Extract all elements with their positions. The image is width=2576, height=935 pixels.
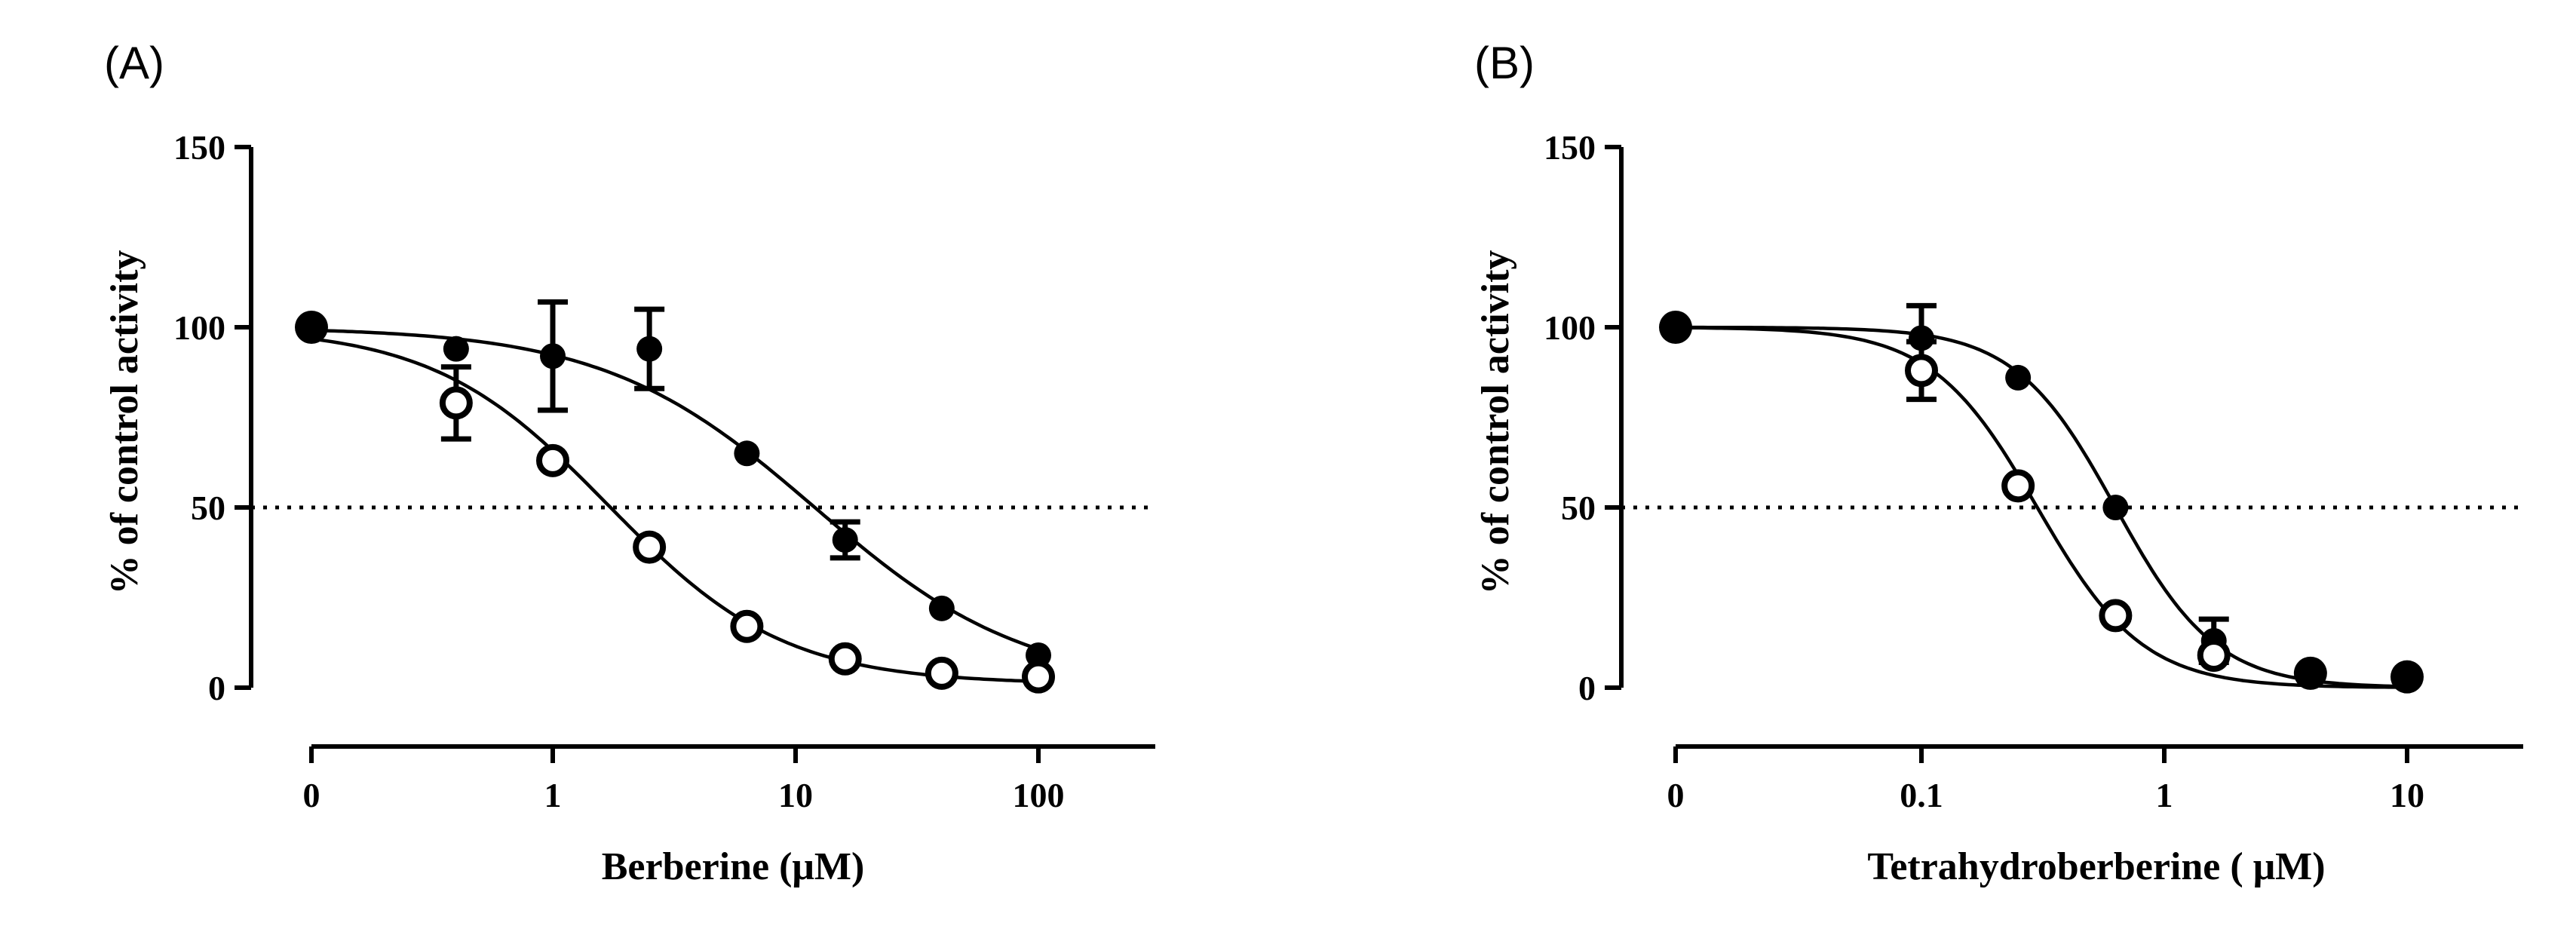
x-tick-label: 0 — [1667, 776, 1685, 814]
y-axis-title: % of control activity — [1474, 250, 1517, 595]
point-filled — [2293, 656, 2327, 690]
point-open — [536, 443, 569, 477]
point-filled — [1659, 311, 1692, 344]
y-tick-label: 100 — [1544, 308, 1596, 347]
y-tick-label: 50 — [1561, 489, 1596, 527]
y-tick-label: 50 — [191, 489, 225, 527]
point-open — [1022, 660, 1055, 694]
data-points — [295, 311, 1055, 694]
point-open — [633, 530, 667, 564]
point-filled — [295, 311, 328, 344]
point-open — [2197, 638, 2231, 672]
point-filled — [2005, 364, 2032, 391]
panel-b: (B) 0 50 100 150 0 0.1 1 10 Tetrahydroberberine… — [1474, 38, 2523, 888]
point-open — [2099, 599, 2133, 633]
x-tick-label: 0 — [303, 776, 320, 814]
point-open — [925, 656, 958, 690]
x-axis-title: Berberine (μM) — [602, 845, 865, 888]
point-open — [828, 642, 862, 676]
point-filled — [734, 440, 760, 467]
y-tick-label: 0 — [208, 669, 225, 707]
point-open — [1905, 354, 1938, 388]
ticks: 0 50 100 150 0 1 10 100 — [173, 128, 1065, 814]
point-open — [439, 386, 473, 420]
panel-label: (A) — [104, 38, 164, 88]
fit-curves — [309, 327, 1039, 683]
x-tick-label: 10 — [778, 776, 813, 814]
x-axis-title: Tetrahydroberberine ( μM) — [1867, 845, 2325, 888]
y-tick-label: 0 — [1578, 669, 1596, 707]
panel-a: (A) 0 50 100 150 0 1 10 100 Berberine (μM) % of… — [103, 38, 1155, 888]
plot-area: 0 50 100 150 0 1 10 100 — [173, 128, 1155, 814]
x-tick-label: 10 — [2390, 776, 2424, 814]
point-open — [2001, 469, 2035, 503]
point-filled — [2390, 660, 2424, 694]
point-filled — [540, 343, 566, 369]
fit-curve-open — [1673, 326, 2408, 689]
x-tick-label: 0.1 — [1900, 776, 1943, 814]
point-filled — [2102, 495, 2129, 520]
point-open — [730, 609, 764, 643]
plot-area: 0 50 100 150 0 0.1 1 10 — [1544, 128, 2523, 814]
fit-curves — [1673, 325, 2408, 689]
point-filled — [636, 336, 663, 362]
data-points — [1659, 311, 2424, 694]
y-axis-title: % of control activity — [103, 250, 146, 595]
ticks: 0 50 100 150 0 0.1 1 10 — [1544, 128, 2424, 814]
point-filled — [443, 336, 469, 362]
y-tick-label: 150 — [1544, 128, 1596, 167]
x-tick-label: 1 — [544, 776, 562, 814]
point-filled — [928, 595, 955, 621]
fit-curve-filled — [309, 327, 1039, 651]
fit-curve-filled — [1673, 325, 2408, 688]
panel-label: (B) — [1474, 38, 1535, 88]
point-filled — [832, 527, 858, 553]
x-tick-label: 1 — [2156, 776, 2173, 814]
x-tick-label: 100 — [1013, 776, 1065, 814]
y-tick-label: 100 — [173, 308, 225, 347]
fit-curve-open — [309, 327, 1039, 683]
y-tick-label: 150 — [173, 128, 225, 167]
point-filled — [1909, 325, 1934, 351]
